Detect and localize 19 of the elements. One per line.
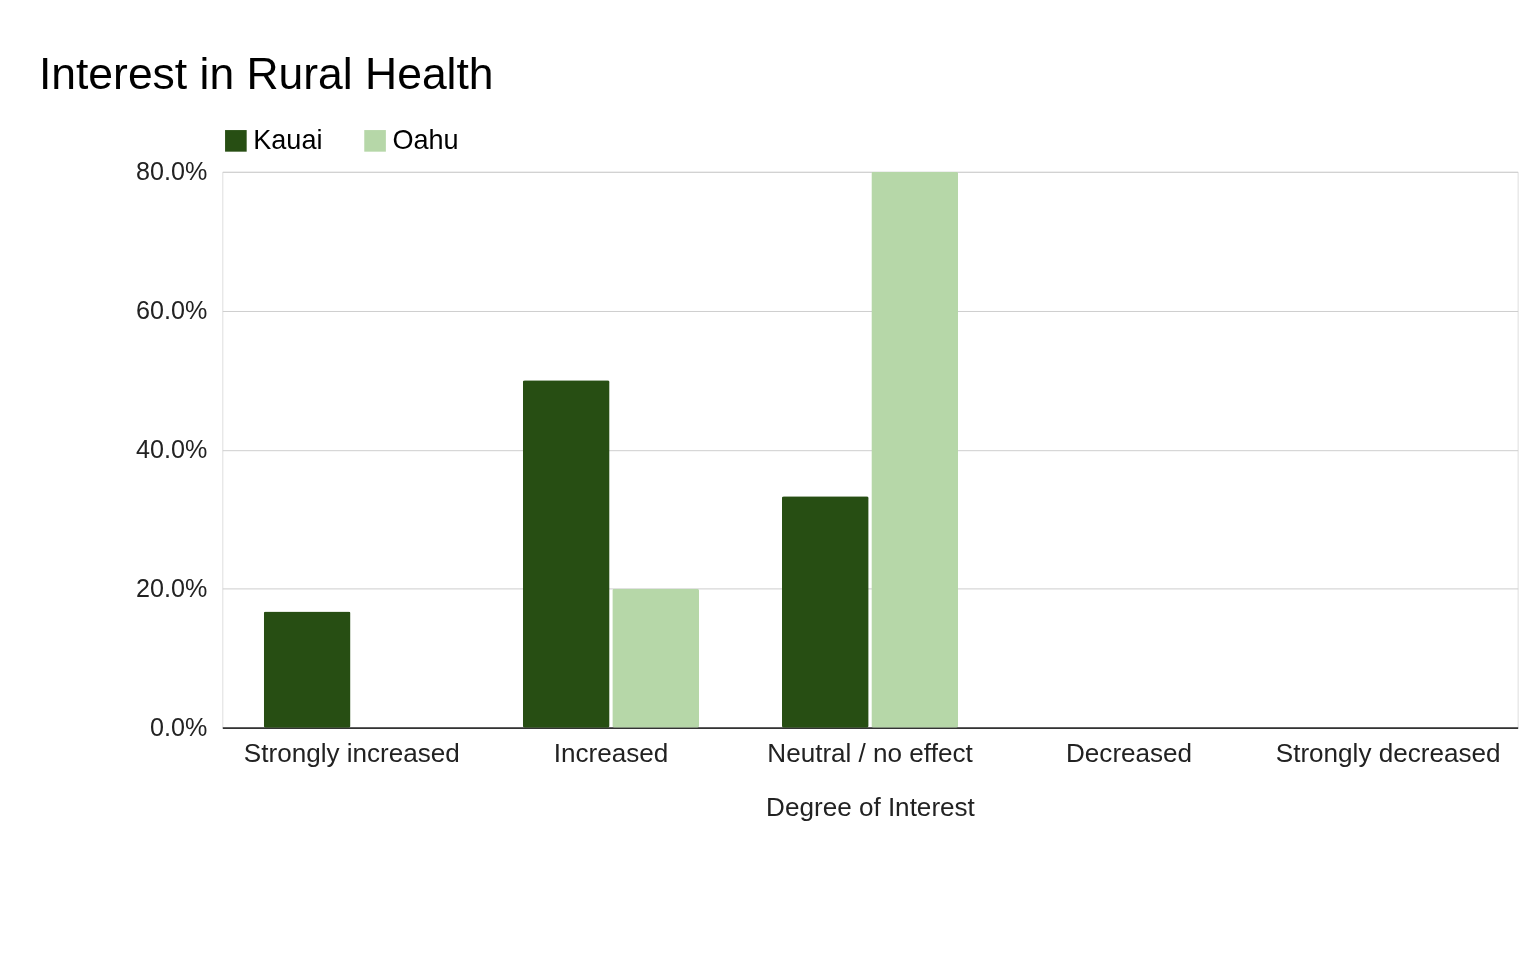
legend-label: Kauai [253, 124, 323, 155]
chart-title: Interest in Rural Health [38, 48, 494, 98]
legend-label: Oahu [392, 124, 459, 155]
bar [871, 171, 959, 728]
x-tick-label: Strongly decreased [1275, 737, 1501, 768]
bar [781, 496, 869, 728]
y-tick-label: 20.0% [136, 573, 208, 602]
y-tick-label: 40.0% [136, 434, 208, 463]
x-tick-label: Strongly increased [243, 737, 460, 768]
y-tick-label: 80.0% [136, 157, 208, 186]
x-tick-label: Neutral / no effect [767, 737, 974, 768]
x-tick-label: Increased [553, 737, 669, 768]
y-tick-label: 0.0% [150, 712, 208, 741]
bar [612, 588, 700, 728]
x-axis-title: Degree of Interest [766, 792, 976, 823]
x-tick-label: Decreased [1066, 737, 1193, 768]
bar [263, 611, 351, 728]
bar [522, 380, 610, 728]
y-tick-label: 60.0% [136, 295, 208, 324]
